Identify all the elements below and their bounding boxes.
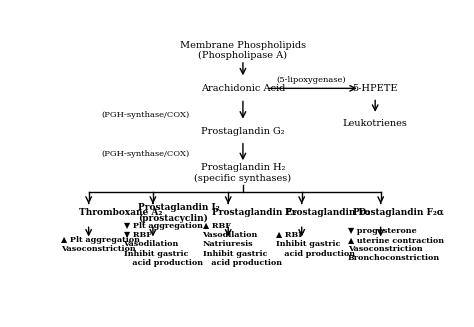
Text: Thromboxane A₂: Thromboxane A₂ [80, 209, 163, 217]
Text: Prostaglandin D₂: Prostaglandin D₂ [285, 209, 370, 217]
Text: ▲ RBF
Inhibit gastric
   acid production: ▲ RBF Inhibit gastric acid production [276, 231, 355, 258]
Text: Arachidonic Acid: Arachidonic Acid [201, 84, 285, 93]
Text: ▼ Plt aggregation
▼ RBF
Vasodilation
Inhibit gastric
   acid production: ▼ Plt aggregation ▼ RBF Vasodilation Inh… [124, 222, 202, 267]
Text: (5-lipoxygenase): (5-lipoxygenase) [276, 76, 346, 84]
Text: Prostaglandin G₂: Prostaglandin G₂ [201, 127, 285, 136]
Text: ▲ RBF
Vasodilation
Natriuresis
Inhibit gastric
   acid production: ▲ RBF Vasodilation Natriuresis Inhibit g… [202, 222, 282, 267]
Text: Prostaglandin E₂: Prostaglandin E₂ [212, 209, 296, 217]
Text: 5-HPETE: 5-HPETE [353, 84, 398, 93]
Text: ▼ progesterone
▲ uterine contraction
Vasoconstriction
Bronchoconstriction: ▼ progesterone ▲ uterine contraction Vas… [347, 227, 444, 262]
Text: Prostaglandin F₂α: Prostaglandin F₂α [353, 209, 444, 217]
Text: (PGH-synthase/COX): (PGH-synthase/COX) [101, 150, 190, 158]
Text: Prostaglandin H₂
(specific synthases): Prostaglandin H₂ (specific synthases) [194, 164, 292, 183]
Text: (PGH-synthase/COX): (PGH-synthase/COX) [101, 111, 190, 119]
Text: Membrane Phospholipids
(Phospholipase A): Membrane Phospholipids (Phospholipase A) [180, 41, 306, 60]
Text: Prostaglandin I₂
(prostacyclin): Prostaglandin I₂ (prostacyclin) [138, 203, 220, 223]
Text: ▲ Plt aggregation
Vasoconstriction: ▲ Plt aggregation Vasoconstriction [61, 236, 140, 253]
Text: Leukotrienes: Leukotrienes [343, 119, 408, 128]
